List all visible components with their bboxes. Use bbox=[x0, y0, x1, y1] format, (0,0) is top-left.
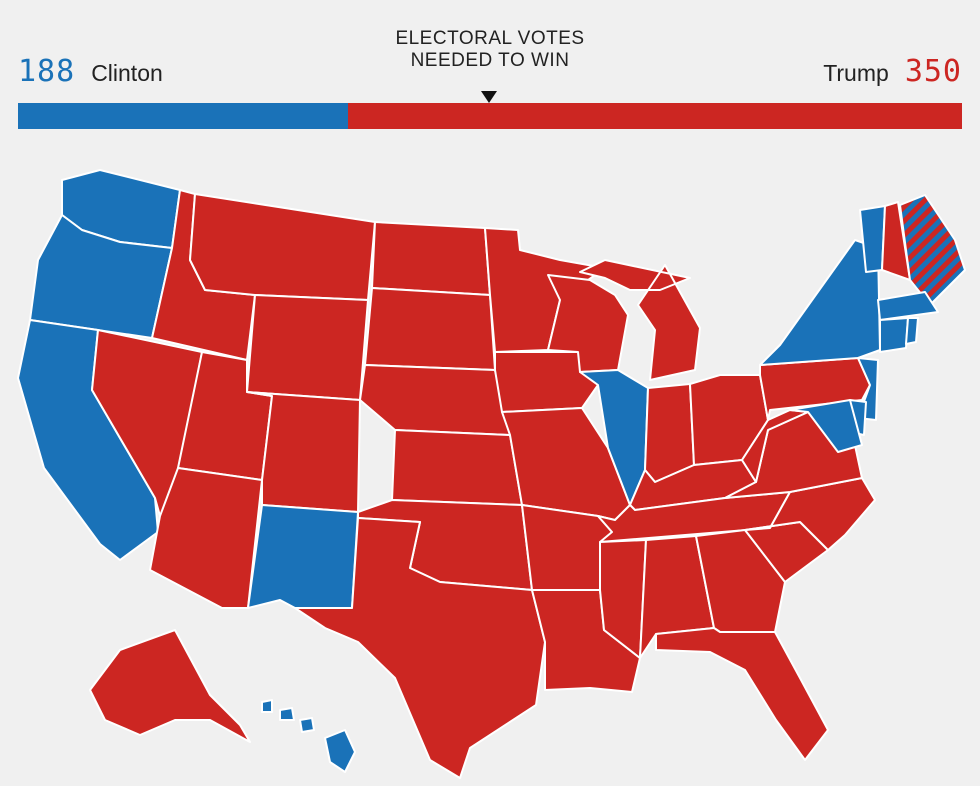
state-ma bbox=[877, 291, 939, 321]
state-ny bbox=[759, 239, 881, 366]
state-ms bbox=[599, 539, 647, 659]
state-tx bbox=[294, 517, 546, 779]
trump-name: Trump bbox=[823, 60, 889, 86]
us-map-svg bbox=[17, 169, 966, 779]
state-mi bbox=[579, 259, 701, 381]
state-md bbox=[789, 399, 863, 453]
state-ak bbox=[89, 629, 251, 743]
electoral-vote-bar bbox=[18, 103, 962, 129]
state-mt bbox=[189, 193, 376, 301]
state-nd bbox=[371, 221, 491, 296]
win-threshold-label: ELECTORAL VOTES NEEDED TO WIN bbox=[340, 28, 640, 72]
clinton-tally: 188 Clinton bbox=[18, 54, 163, 89]
clinton-bar-segment bbox=[18, 103, 348, 129]
state-ne bbox=[359, 364, 511, 436]
trump-electoral-votes: 350 bbox=[904, 54, 962, 89]
electoral-header: 188 Clinton ELECTORAL VOTES NEEDED TO WI… bbox=[0, 0, 980, 140]
state-fl bbox=[655, 627, 829, 761]
state-me bbox=[899, 194, 966, 306]
clinton-name: Clinton bbox=[91, 60, 163, 86]
state-ct bbox=[879, 317, 909, 353]
state-ri bbox=[905, 317, 919, 345]
threshold-marker-icon bbox=[481, 91, 497, 103]
threshold-line-2: NEEDED TO WIN bbox=[410, 50, 570, 71]
clinton-electoral-votes: 188 bbox=[18, 54, 76, 89]
state-nc bbox=[744, 477, 876, 551]
us-results-map bbox=[0, 160, 980, 786]
state-hi bbox=[261, 699, 356, 773]
state-wy bbox=[246, 294, 369, 401]
threshold-line-1: ELECTORAL VOTES bbox=[395, 28, 585, 49]
state-ks bbox=[391, 429, 523, 506]
state-sd bbox=[364, 287, 496, 371]
trump-tally: Trump 350 bbox=[823, 54, 962, 89]
state-nm bbox=[247, 504, 359, 609]
trump-bar-segment bbox=[347, 103, 962, 129]
